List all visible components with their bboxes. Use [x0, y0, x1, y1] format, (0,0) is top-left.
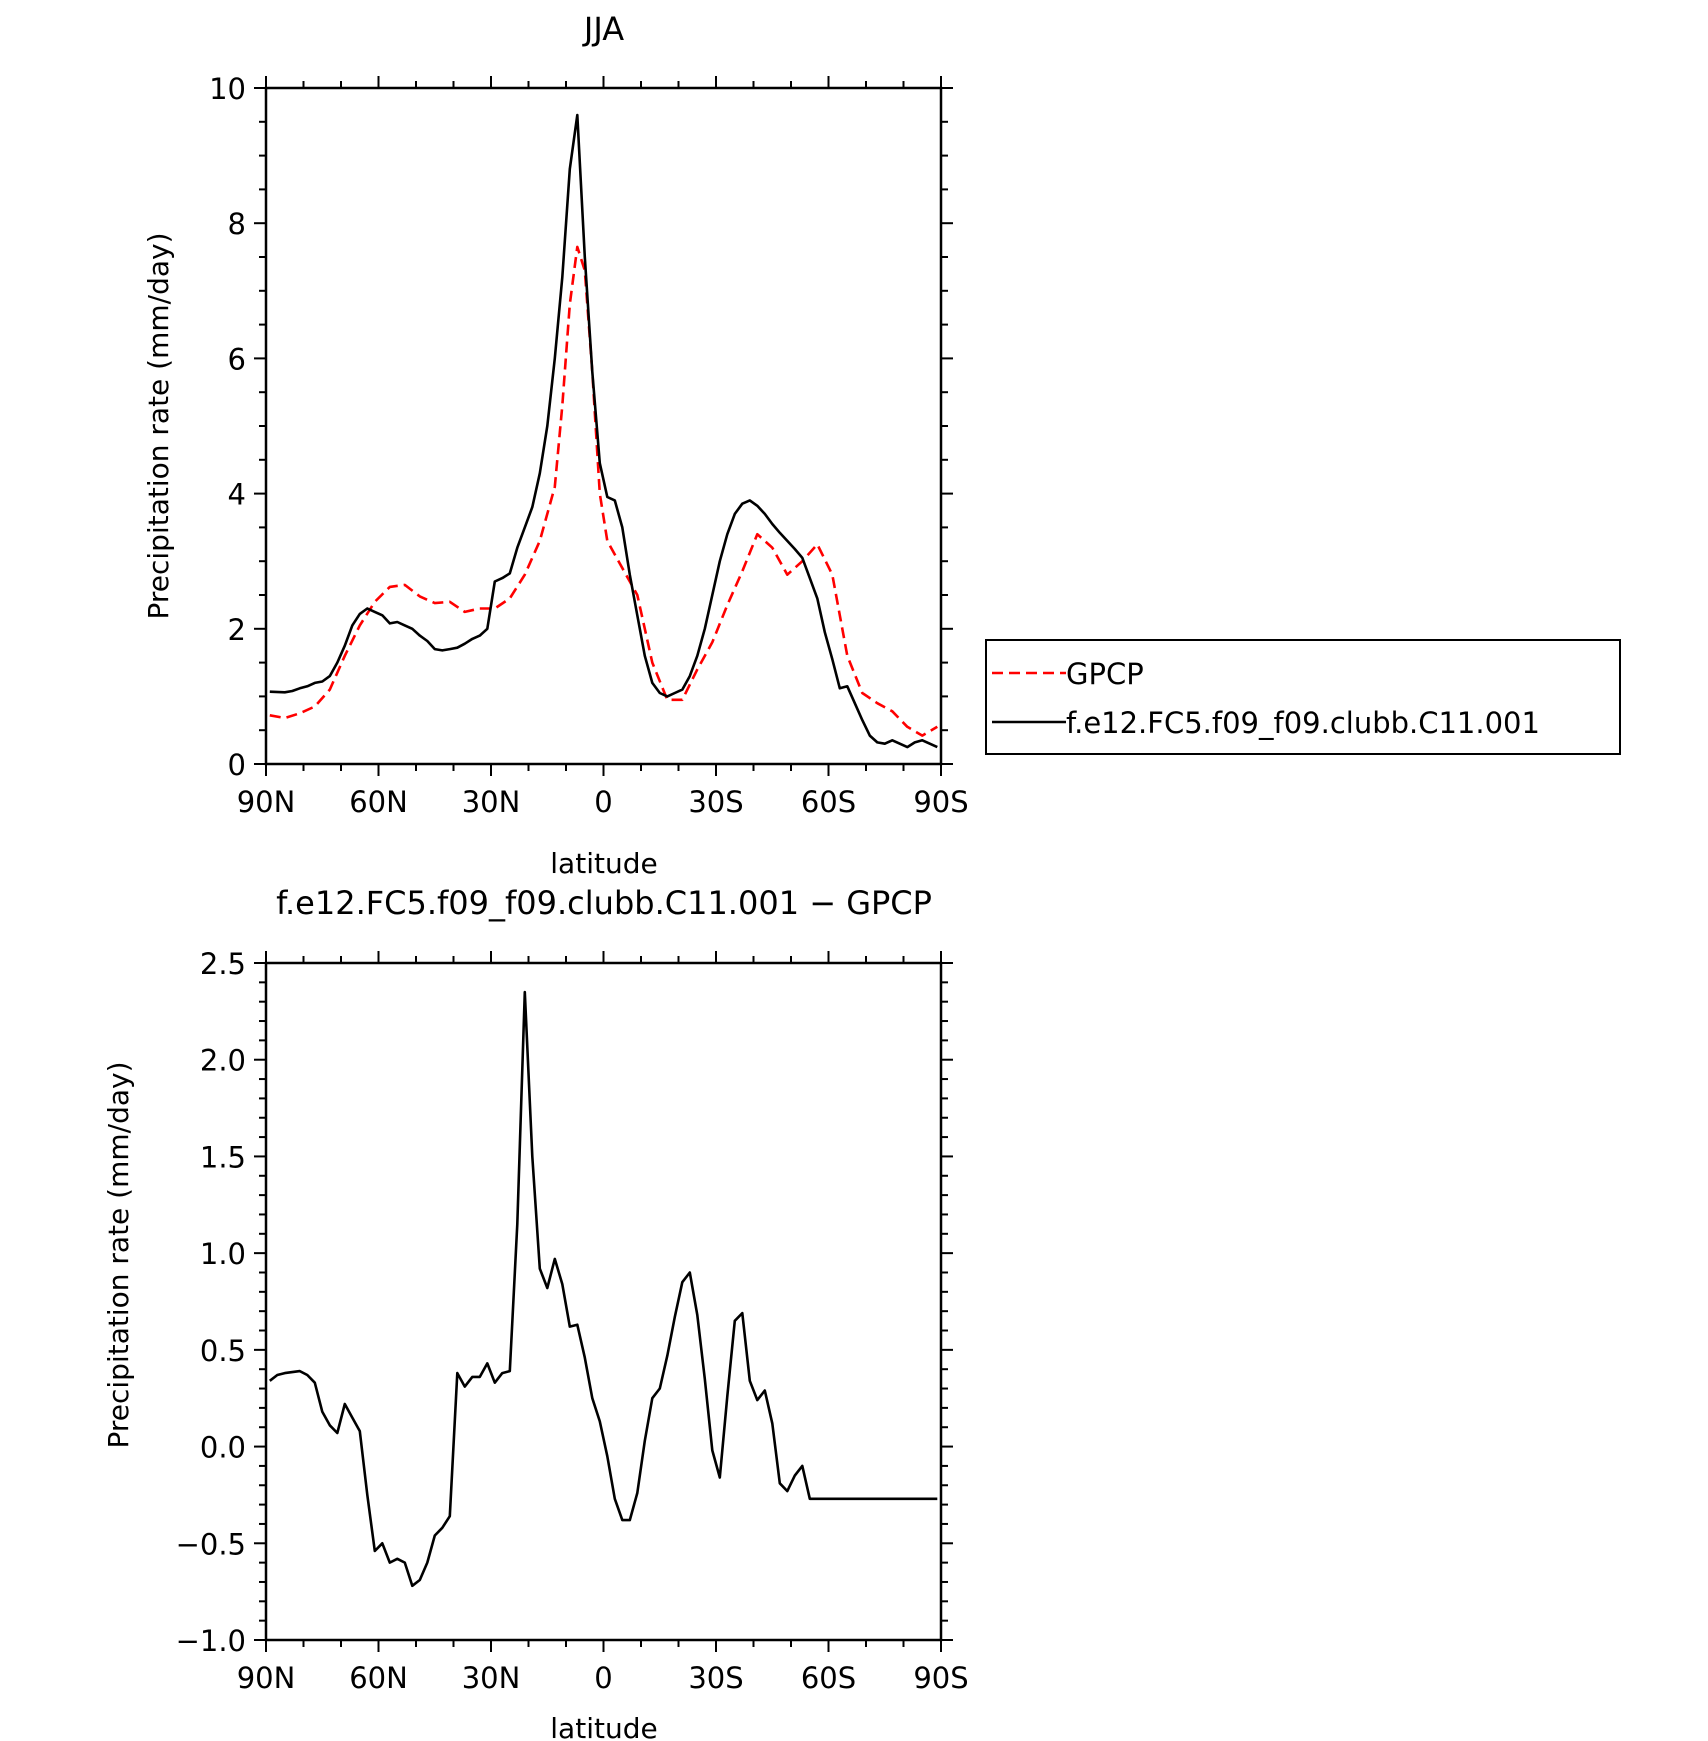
bottom-chart-title: f.e12.FC5.f09_f09.clubb.C11.001 − GPCP: [276, 884, 932, 922]
bottom-y-tick-labels: −1.0 −0.5 0.0 0.5 1.0 1.5 2.0 2.5: [176, 947, 246, 1658]
top-x-tick-labels: 90N 60N 30N 0 30S 60S 90S: [237, 785, 969, 819]
bottom-y-tick-label: 0.0: [200, 1431, 246, 1465]
bottom-x-tick-label: 30N: [462, 1661, 521, 1695]
bottom-x-tick-label: 60N: [349, 1661, 408, 1695]
bottom-ticks: [254, 951, 953, 1652]
bottom-y-tick-label: 2.5: [200, 947, 246, 981]
top-y-tick-label: 6: [228, 342, 246, 376]
top-x-tick-label: 90N: [237, 785, 296, 819]
top-y-tick-label: 0: [228, 748, 246, 782]
bottom-y-tick-label: 2.0: [200, 1044, 246, 1078]
top-y-tick-label: 10: [209, 72, 246, 106]
top-plot-frame: [264, 86, 943, 766]
top-x-axis-label: latitude: [550, 847, 657, 880]
legend-label-model: f.e12.FC5.f09_f09.clubb.C11.001: [1066, 706, 1540, 740]
top-y-tick-labels: 0 2 4 6 8 10: [209, 72, 246, 782]
legend-box: [985, 639, 1621, 755]
top-y-tick-label: 4: [228, 478, 246, 512]
bottom-x-tick-label: 0: [594, 1661, 612, 1695]
top-y-tick-label: 8: [228, 207, 246, 241]
bottom-y-tick-label: 1.5: [200, 1140, 246, 1174]
bottom-x-tick-label: 90S: [913, 1661, 968, 1695]
bottom-x-tick-labels: 90N 60N 30N 0 30S 60S 90S: [237, 1661, 969, 1695]
bottom-series: [269, 990, 938, 1588]
bottom-y-tick-label: −0.5: [176, 1527, 246, 1561]
top-x-tick-label: 60S: [801, 785, 856, 819]
top-chart-title: JJA: [582, 10, 624, 48]
bottom-y-tick-label: −1.0: [176, 1624, 246, 1658]
bottom-panel: f.e12.FC5.f09_f09.clubb.C11.001 − GPCP 9…: [102, 884, 969, 1741]
top-y-axis-label: Precipitation rate (mm/day): [142, 232, 175, 619]
top-ticks: [254, 76, 953, 776]
bottom-series-line-1: [269, 990, 938, 1588]
top-x-tick-label: 60N: [349, 785, 408, 819]
bottom-y-tick-label: 0.5: [200, 1334, 246, 1368]
top-series-line-2: [269, 113, 938, 749]
bottom-y-axis-label: Precipitation rate (mm/day): [102, 1061, 135, 1448]
bottom-x-tick-label: 60S: [801, 1661, 856, 1695]
bottom-x-tick-label: 90N: [237, 1661, 296, 1695]
top-x-tick-label: 0: [594, 785, 612, 819]
top-x-tick-label: 30N: [462, 785, 521, 819]
bottom-x-axis-label: latitude: [550, 1712, 657, 1741]
bottom-plot-frame: [264, 961, 943, 1642]
legend: GPCP f.e12.FC5.f09_f09.clubb.C11.001: [985, 639, 1621, 755]
top-series-line-1: [269, 245, 938, 737]
top-series: [269, 113, 938, 749]
top-panel: JJA 90N 60N 30N 0 30S 60S 90S 0 2 4 6 8 10 latitude…: [142, 10, 1621, 880]
top-x-tick-label: 30S: [688, 785, 743, 819]
top-y-tick-label: 2: [228, 613, 246, 647]
top-x-tick-label: 90S: [913, 785, 968, 819]
legend-label-gpcp: GPCP: [1066, 657, 1144, 691]
bottom-x-tick-label: 30S: [688, 1661, 743, 1695]
bottom-y-tick-label: 1.0: [200, 1237, 246, 1271]
